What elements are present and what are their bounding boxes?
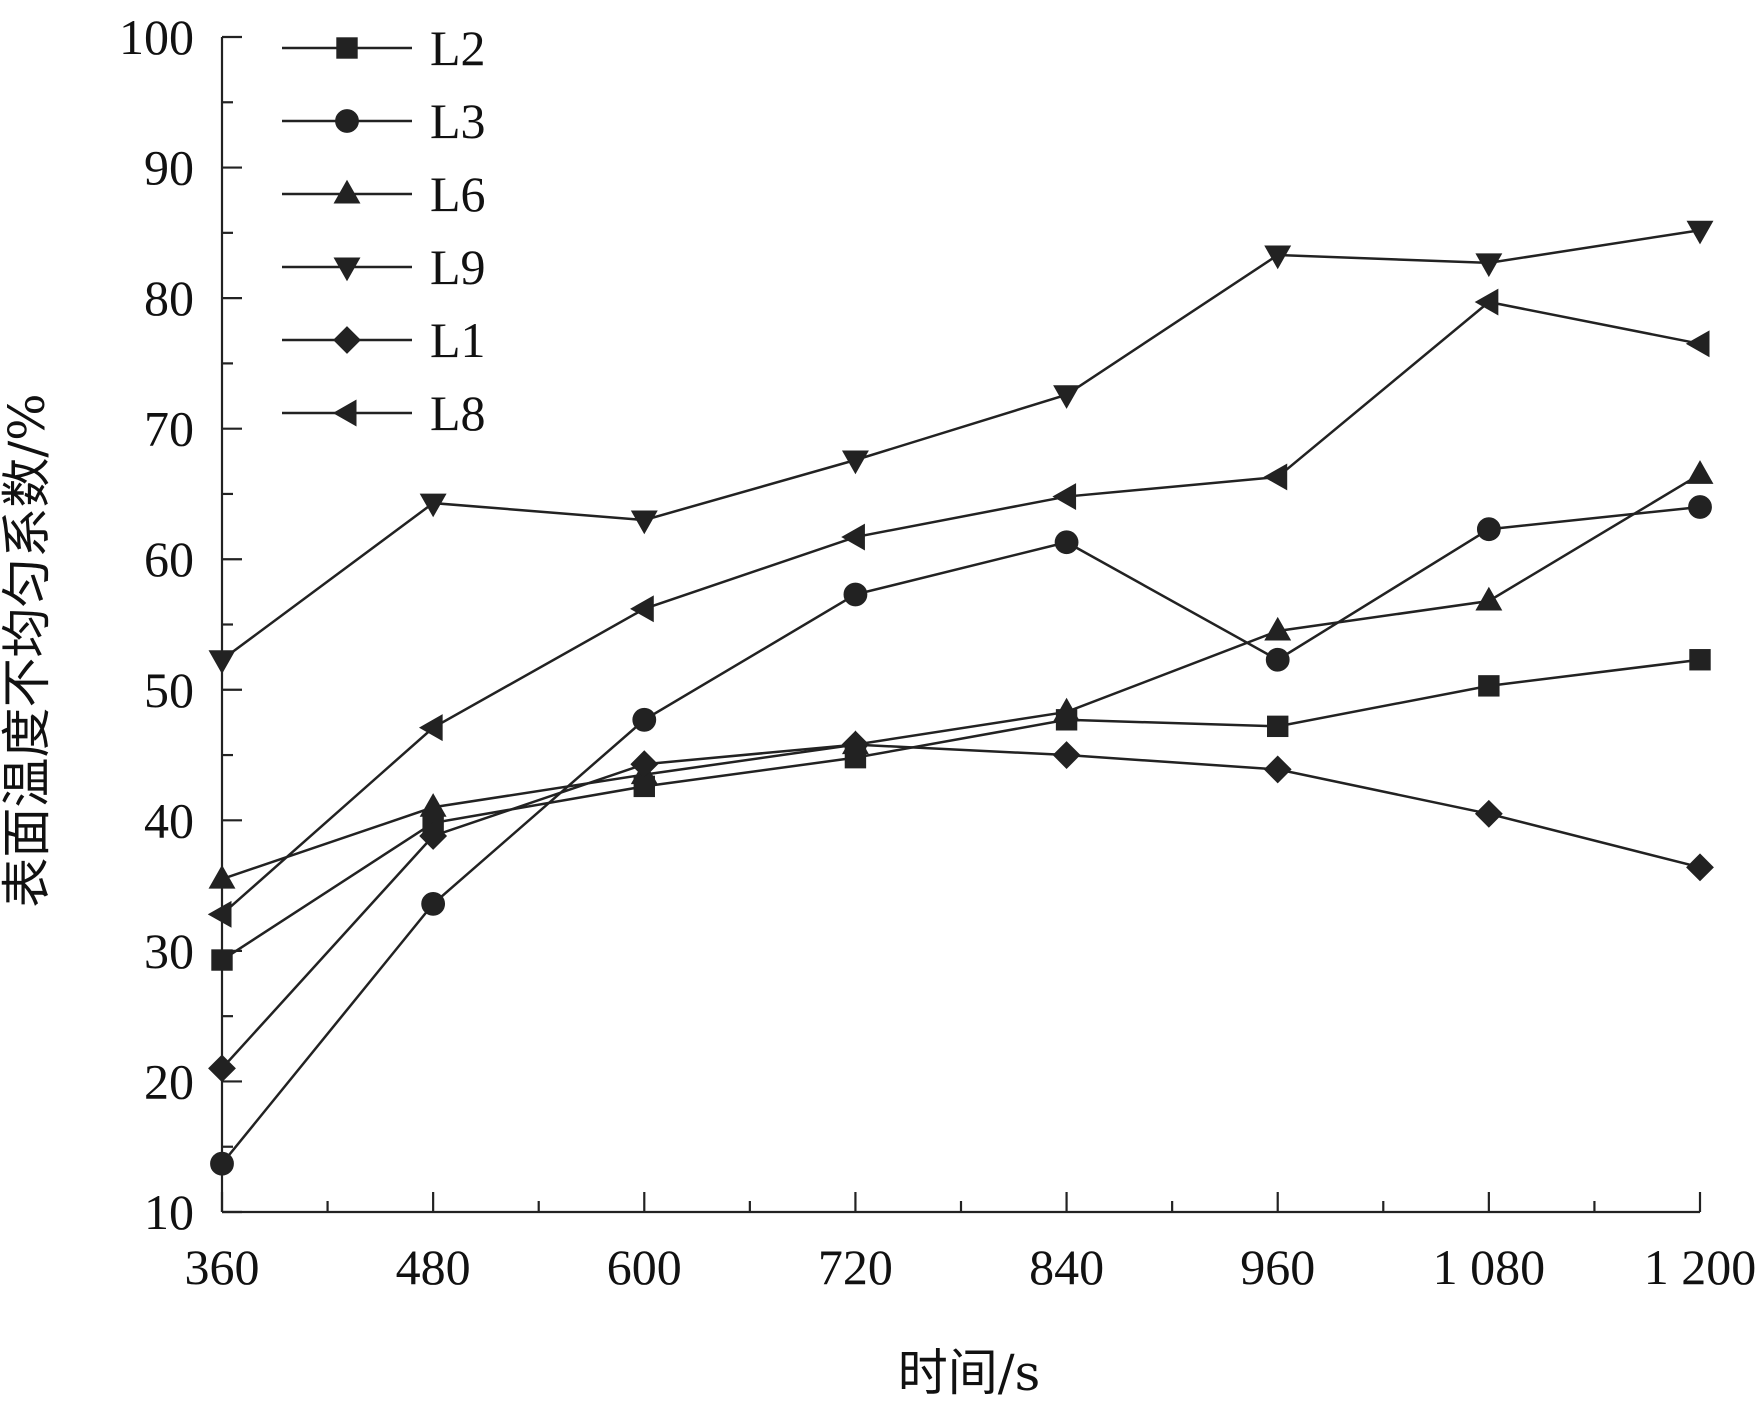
- series-lines: [221, 228, 1701, 1165]
- data-point-l9: [841, 450, 869, 475]
- data-point-l1: [1052, 741, 1081, 769]
- data-point-l8: [841, 523, 865, 551]
- data-point-l1: [841, 730, 870, 759]
- data-point-l6: [1053, 697, 1081, 722]
- legend-entry-l8: L8: [282, 385, 486, 441]
- legend-entry-l2: L2: [282, 20, 486, 76]
- legend: L2 L3 L6 L9 L1 L8: [282, 20, 486, 441]
- x-tick-label: 480: [396, 1239, 471, 1295]
- data-point-l6: [419, 793, 447, 817]
- legend-marker-l2: [336, 37, 358, 59]
- y-tick-label: 90: [144, 140, 194, 196]
- y-tick-label: 30: [144, 923, 194, 979]
- data-point-l2: [211, 949, 233, 971]
- legend-entry-l1: L1: [282, 312, 486, 368]
- legend-entry-l3: L3: [282, 93, 486, 149]
- data-point-l2: [1478, 675, 1500, 697]
- data-point-l1: [1474, 799, 1503, 828]
- legend-entry-l9: L9: [282, 239, 486, 295]
- x-axis-title: 时间/s: [898, 1344, 1041, 1402]
- series-markers: [207, 220, 1714, 1176]
- data-point-l6: [1264, 616, 1292, 641]
- data-point-l3: [843, 582, 868, 607]
- y-tick-label: 80: [144, 270, 194, 326]
- data-point-l9: [208, 650, 236, 674]
- series-line-l2: [221, 658, 1701, 962]
- x-tick-label: 840: [1029, 1239, 1104, 1295]
- x-tick-label: 600: [607, 1239, 682, 1295]
- y-tick-label: 70: [144, 401, 194, 457]
- series-line-l8: [221, 300, 1701, 916]
- y-tick-label: 60: [144, 531, 194, 587]
- legend-marker-l6: [333, 179, 361, 204]
- data-point-l8: [1052, 483, 1077, 511]
- data-point-l1: [630, 750, 659, 779]
- x-tick-label: 1 080: [1433, 1239, 1546, 1295]
- legend-entry-l6: L6: [282, 166, 486, 222]
- legend-marker-l1: [333, 326, 361, 354]
- x-tick-label: 1 200: [1644, 1239, 1757, 1295]
- y-axis-title: 表面温度不均匀系数/%: [0, 393, 56, 907]
- data-point-l3: [421, 891, 446, 916]
- legend-marker-l9: [333, 257, 361, 282]
- legend-label-l3: L3: [430, 93, 486, 149]
- y-tick-label: 10: [144, 1184, 194, 1240]
- series-line-l3: [221, 505, 1701, 1165]
- data-point-l6: [1475, 586, 1503, 611]
- y-tick-label: 20: [144, 1053, 194, 1109]
- data-point-l3: [1265, 647, 1290, 672]
- series-line-l9: [221, 228, 1701, 661]
- series-line-l1: [221, 743, 1701, 1070]
- x-tick-label: 360: [185, 1239, 260, 1295]
- data-point-l9: [419, 493, 447, 518]
- legend-label-l8: L8: [430, 385, 486, 441]
- data-point-l1: [419, 822, 448, 850]
- data-point-l9: [1053, 385, 1081, 409]
- series-line-l6: [221, 473, 1701, 881]
- data-point-l9: [1475, 253, 1503, 278]
- data-point-l8: [1263, 463, 1288, 491]
- data-point-l3: [632, 707, 657, 732]
- y-tick-label: 40: [144, 792, 194, 848]
- data-point-l8: [1685, 330, 1710, 358]
- y-tick-label: 100: [119, 9, 194, 65]
- data-point-l1: [1686, 853, 1714, 882]
- x-tick-label: 960: [1240, 1239, 1315, 1295]
- x-tick-label: 720: [818, 1239, 893, 1295]
- data-point-l3: [1476, 517, 1501, 542]
- data-point-l8: [207, 900, 232, 928]
- axes: 10 20 30 40 50 60 70 80 90 100 360 480 600 720 840 960 1…: [119, 9, 1756, 1295]
- data-point-l9: [630, 510, 658, 535]
- data-point-l3: [1054, 530, 1079, 555]
- data-point-l3: [1688, 495, 1712, 519]
- data-point-l8: [630, 595, 654, 623]
- legend-marker-l8: [332, 399, 357, 427]
- data-point-l8: [1474, 288, 1499, 316]
- legend-label-l1: L1: [430, 312, 486, 368]
- data-point-l1: [208, 1054, 236, 1083]
- legend-label-l9: L9: [430, 239, 486, 295]
- legend-marker-l3: [335, 109, 359, 133]
- data-point-l2: [1689, 649, 1711, 671]
- data-point-l6: [208, 864, 236, 889]
- data-point-l9: [1686, 220, 1714, 245]
- data-point-l6: [1686, 460, 1714, 484]
- legend-label-l6: L6: [430, 166, 486, 222]
- data-point-l8: [418, 714, 443, 742]
- data-point-l3: [210, 1151, 234, 1176]
- y-tick-label: 50: [144, 662, 194, 718]
- data-point-l9: [1264, 245, 1292, 270]
- data-point-l2: [1267, 715, 1289, 738]
- legend-label-l2: L2: [430, 20, 486, 76]
- data-point-l1: [1263, 755, 1292, 784]
